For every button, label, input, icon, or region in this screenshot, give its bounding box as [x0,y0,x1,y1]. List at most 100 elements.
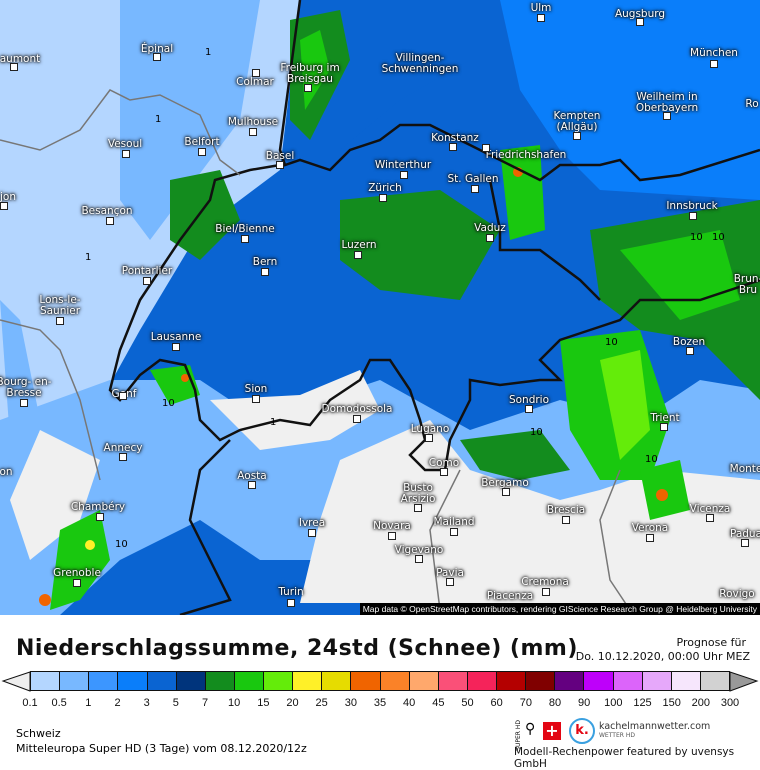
city-label: Rovigo [719,588,755,600]
city-marker [56,317,64,325]
colorbar-tick-label: 45 [432,697,445,709]
city-label: Biel/Bienne [215,223,275,235]
colorbar-tick-label: 0.1 [22,697,38,709]
city-label: Winterthur [374,159,432,171]
city-marker [153,53,161,61]
city-label: Weilheim in Oberbayern [635,91,699,114]
city-label: München [690,47,738,59]
colorbar-tick-label: 15 [257,697,270,709]
colorbar-tick-label: 7 [201,697,209,709]
city-label: Belfort [184,136,220,148]
city-label: St. Gallen [447,173,499,185]
colorbar-cell [89,672,119,690]
city-marker [353,415,361,423]
colorbar-cell [497,672,527,690]
site-name[interactable]: kachelmannwetter.com [599,721,711,732]
city-marker [414,504,422,512]
city-marker [537,14,545,22]
city-label: Ivrea [298,517,326,529]
precipitation-field: 1 1 1 10 10 10 10 10 10 1 10 [0,0,760,615]
city-label: Padua [729,528,760,540]
city-marker [73,579,81,587]
city-marker [0,202,8,210]
credit-line: Modell-Rechenpower featured by uvensys G… [514,746,735,770]
forecast-label: Prognose für [676,636,747,649]
city-marker [663,112,671,120]
contour-label: 10 [162,398,175,409]
city-marker [741,539,749,547]
city-marker [686,347,694,355]
city-marker [542,588,550,596]
colorbar-arrows [1,671,759,692]
city-label: Vigevano [394,544,444,556]
city-marker [446,578,454,586]
city-marker [450,528,458,536]
swiss-flag-icon: + [543,722,561,740]
city-label: Brun- Bru [733,273,760,296]
city-label: Basel [265,150,295,162]
city-marker [304,84,312,92]
city-marker [562,516,570,524]
model-run-label: Mitteleuropa Super HD (3 Tage) vom 08.12… [16,742,307,755]
colorbar-cell [264,672,294,690]
city-marker [143,277,151,285]
city-marker [96,513,104,521]
city-marker [261,268,269,276]
colorbar-tick-label: 5 [172,697,179,709]
city-label: Sion [244,383,268,395]
city-label: Bergamo [481,477,529,489]
colorbar-tick-label: 80 [548,697,562,709]
city-label: Domodossola [321,403,393,415]
city-label: Annecy [103,442,143,454]
city-marker [502,488,510,496]
city-label: on [0,466,13,478]
city-label: Innsbruck [666,200,718,212]
colorbar-cell [555,672,585,690]
colorbar-tick-label: 100 [604,697,623,709]
city-marker [486,234,494,242]
city-label: Trient [650,412,680,424]
city-label: Pontarlier [121,265,173,277]
colorbar-cell [642,672,672,690]
city-marker [252,395,260,403]
city-label: Freiburg im Breisgau [280,62,340,85]
city-label: Grenoble [53,567,101,579]
colorbar-tick-label: 60 [490,697,503,709]
precipitation-map[interactable]: 1 1 1 10 10 10 10 10 10 1 10 aumont Épin… [0,0,760,615]
city-marker [172,343,180,351]
city-marker [449,143,457,151]
city-marker [20,399,28,407]
city-marker [471,185,479,193]
city-label: Vaduz [474,222,506,234]
city-label: Lons-le- Saunier [39,294,81,317]
city-marker [388,532,396,540]
kachelmann-logo: k. [569,718,595,744]
colorbar-tick-label: 1 [85,697,92,709]
brand-logos: SUPER HD ⚲ + k. kachelmannwetter.com WET… [515,718,760,760]
contour-label: 1 [270,417,276,428]
city-marker [248,481,256,489]
colorbar-tick-label: 2 [114,697,121,709]
colorbar-tick-label: 10 [228,697,241,709]
city-label: Verona [631,522,669,534]
city-marker [276,161,284,169]
colorbar-cell [31,672,61,690]
city-label: Brescia [546,504,586,516]
city-label: Bourg- en-Bresse [0,376,52,399]
contour-label: 10 [530,427,543,438]
city-marker [440,468,448,476]
city-marker [710,60,718,68]
city-marker [308,529,316,537]
city-label: Épinal [140,43,174,55]
city-label: Lugano [410,423,450,435]
colorbar-ticks: 0.1 0.5 1 2 3 5 7 10 15 20 25 30 35 40 45 50 60 70 80 90 100… [0,697,760,711]
colorbar-tick-label: 125 [633,697,652,709]
colorbar-cell [234,672,264,690]
city-marker [198,148,206,156]
city-marker [706,514,714,522]
colorbar-tick-label: 150 [662,697,681,709]
city-marker [573,132,581,140]
colorbar-cell [526,672,556,690]
city-label: Vesoul [107,138,143,150]
city-marker [252,69,260,77]
